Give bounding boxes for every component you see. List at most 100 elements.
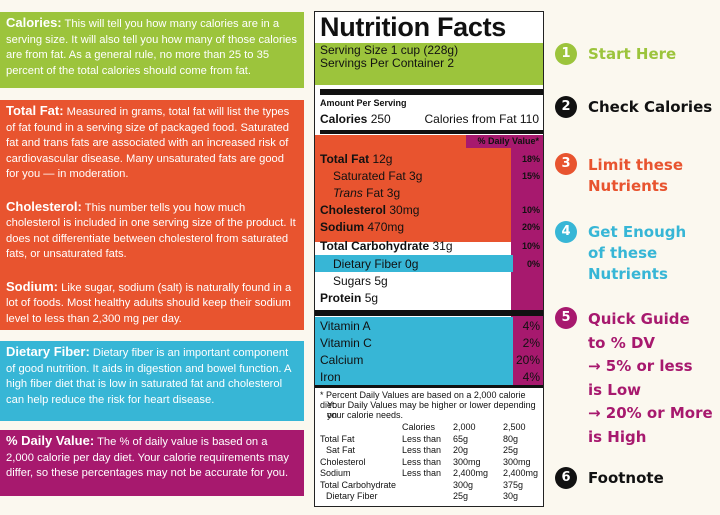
label-title: Nutrition Facts (320, 12, 507, 42)
calories-info-title: Calories: (6, 15, 62, 30)
carb-row: Total Carbohydrate 31g 10% (315, 239, 543, 253)
serving-size: Serving Size 1 cup (228g) (320, 43, 459, 57)
footnote-table-cell: Less than (402, 456, 442, 467)
fiber-info-text: Dietary fiber is an important component … (6, 347, 291, 406)
total-fat-value: 12g (372, 152, 393, 166)
footnote-table-cell: 2,000 (453, 422, 476, 432)
sat-fat-pct: 15% (521, 171, 540, 181)
total-fat-label: Total Fat (320, 152, 370, 166)
cholesterol-info-text: This number tells you how much cholester… (6, 201, 296, 261)
vitamin-a-label: Vitamin A (320, 319, 371, 333)
footnote-table-cell: 2,400mg (503, 468, 539, 478)
sodium-pct: 20% (521, 222, 540, 232)
step-5-label: Quick Guide to % DV → 5% or less is Low … (588, 310, 713, 446)
footnote-table-cell: 2,500 (503, 422, 526, 432)
footnote-table-cell: 20g (453, 445, 469, 455)
fiber-row: Dietary Fiber 0g 0% (315, 257, 543, 271)
footnote-table: Calories 2,000 2,500 Total Fat Less than 65g 8… (320, 422, 542, 503)
cholesterol-pct: 10% (521, 205, 540, 215)
footnote-table-cell: 25g (453, 491, 469, 501)
limit-nutrients-band (315, 135, 543, 242)
sugars-row: Sugars 5g (333, 274, 388, 288)
step-4-label: Get Enough of these Nutrients (588, 223, 687, 283)
total-fat-info-title: Total Fat: (6, 103, 64, 118)
step-5-badge: 5 (555, 307, 577, 329)
step-3-label: Limit these Nutrients (588, 156, 683, 195)
step-2-badge: 2 (555, 96, 577, 118)
daily-value-info-box: % Daily Value: The % of daily value is b… (0, 430, 304, 496)
vitamins-band (315, 317, 513, 385)
calcium-label: Calcium (320, 353, 364, 367)
cholesterol-label: Cholesterol (320, 203, 387, 217)
sodium-value: 470mg (367, 220, 405, 234)
footnote-table-row: Total Fat Less than 65g 80g (320, 434, 542, 446)
calories-row: Calories 250 Calories from Fat 110 (315, 112, 543, 126)
footnote-table-cell: Calories (402, 422, 436, 432)
fiber-label: Dietary Fiber 0g (333, 257, 419, 271)
footnote-table-row: Dietary Fiber 25g 30g (320, 491, 542, 503)
amount-per-serving: Amount Per Serving (320, 98, 407, 108)
step-4-badge: 4 (555, 221, 577, 243)
trans-fat-italic: Trans (333, 186, 363, 200)
iron-row: Iron 4% (315, 370, 543, 384)
footnote-line-1: * Percent Daily Values are based on a 2,… (320, 390, 526, 410)
footnote-table-row: Sat Fat Less than 20g 25g (320, 445, 542, 457)
total-fat-pct: 18% (521, 154, 540, 164)
footnote-table-cell: 25g (503, 445, 519, 455)
vitamin-c-pct: 2% (522, 336, 540, 350)
carb-value: 31g (432, 239, 453, 253)
carb-pct: 10% (521, 241, 540, 251)
sat-fat-row: Saturated Fat 3g 15% (315, 169, 543, 183)
calories-from-fat: Calories from Fat 110 (424, 112, 540, 126)
step-3-badge: 3 (555, 153, 577, 175)
footnote-table-cell: 300g (453, 479, 474, 490)
calcium-row: Calcium 20% (315, 353, 543, 367)
sodium-info-title: Sodium: (6, 278, 58, 294)
calories-info-text: This will tell you how many calories are… (6, 18, 298, 77)
footnote-table-cell: Cholesterol (320, 456, 366, 467)
carb-label: Total Carbohydrate (320, 239, 430, 253)
footnote-table-row: Sodium Less than 2,400mg 2,400mg (320, 468, 542, 480)
trans-fat-label: Fat 3g (362, 186, 401, 200)
step-6-badge: 6 (555, 467, 577, 489)
fiber-info-box: Dietary Fiber: Dietary fiber is an impor… (0, 341, 304, 421)
daily-value-info-text: The % of daily value is based on a 2,000… (6, 436, 289, 479)
step-1-badge: 1 (555, 43, 577, 65)
daily-value-info-title: % Daily Value: (6, 433, 95, 448)
step-2-label: Check Calories (588, 98, 713, 116)
protein-label: Protein (320, 291, 362, 305)
fiber-band (315, 255, 513, 272)
footnote-table-cell: 65g (453, 433, 469, 444)
nutrition-facts-label: Nutrition Facts Serving Size 1 cup (228g… (314, 11, 544, 507)
fiber-pct: 0% (526, 259, 540, 269)
daily-value-header: % Daily Value* (477, 136, 539, 146)
footnote-line-3: your calorie needs. (327, 410, 404, 420)
servings-per-container: Servings Per Container 2 (320, 56, 455, 70)
step-1-label: Start Here (588, 45, 677, 63)
total-fat-info-text: Measured in grams, total fat will list t… (6, 106, 290, 180)
sodium-info-text: Like sugar, sodium (salt) is naturally f… (6, 281, 292, 325)
trans-fat-row: Trans Fat 3g (315, 186, 543, 200)
calories-info-box: Calories: This will tell you how many ca… (0, 12, 304, 88)
vitamin-c-row: Vitamin C 2% (315, 336, 543, 350)
footnote-table-cell: Total Carbohydrate (320, 479, 397, 490)
footnote-table-row: Total Carbohydrate 300g 375g (320, 480, 542, 492)
daily-value-header-band (466, 135, 543, 148)
footnote-table-cell: Less than (402, 468, 442, 478)
iron-label: Iron (320, 370, 341, 384)
footnote-table-cell: 80g (503, 433, 519, 444)
daily-value-column (511, 135, 543, 385)
cholesterol-info-title: Cholesterol: (6, 198, 82, 214)
serving-band (315, 43, 543, 85)
protein-value: 5g (364, 291, 379, 305)
footnote-table-cell: 300mg (453, 456, 481, 467)
protein-row: Protein 5g (315, 291, 543, 305)
vitamin-a-row: Vitamin A 4% (315, 319, 543, 333)
cholesterol-row: Cholesterol 30mg 10% (315, 203, 543, 217)
iron-pct: 4% (522, 370, 540, 384)
footnote-table-row: Cholesterol Less than 300mg 300mg (320, 457, 542, 469)
sat-fat-label: Saturated Fat 3g (333, 169, 423, 183)
calcium-pct: 20% (515, 353, 540, 367)
limit-nutrients-info-box: Total Fat: Measured in grams, total fat … (0, 100, 304, 330)
cholesterol-value: 30mg (389, 203, 420, 217)
